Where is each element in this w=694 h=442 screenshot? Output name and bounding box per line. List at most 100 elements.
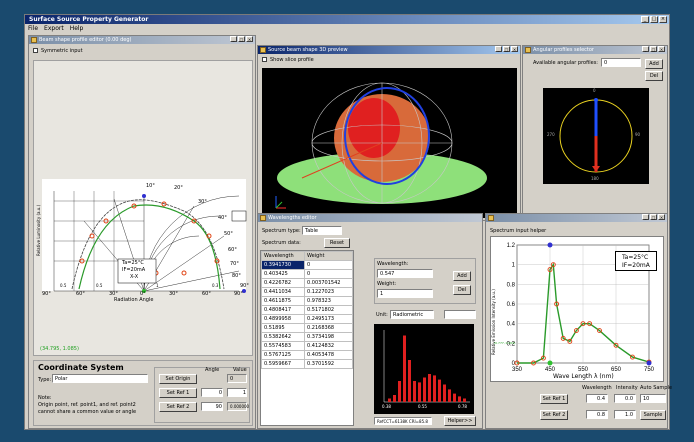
angular-dial[interactable]: 0 90 180 270 [543, 88, 649, 184]
ref2-angle[interactable]: 90 [201, 402, 223, 411]
minimize-button[interactable]: _ [642, 46, 649, 52]
set-origin-button[interactable]: Set Origin [159, 374, 197, 384]
unit-extra-field[interactable] [444, 310, 476, 319]
weight-input[interactable]: 1 [377, 289, 433, 298]
maximize-button[interactable]: □ [238, 36, 245, 42]
del-wavelength-button[interactable]: Del [453, 285, 471, 295]
table-row[interactable]: 0.4611875 0.978323 [261, 296, 353, 306]
close-button[interactable]: × [511, 46, 518, 52]
symmetric-checkbox[interactable] [33, 48, 38, 53]
minimize-button[interactable]: _ [642, 214, 649, 220]
ref2-int[interactable]: 1.0 [614, 410, 636, 419]
beam-editor-window: Beam shape profile editor (0.00 deg) _ □ ×… [28, 35, 256, 429]
close-button[interactable]: × [659, 16, 667, 23]
beam-canvas[interactable]: 90° 60° 30° 0° 30° 60° 90° 10° 20° 30° 4… [33, 60, 253, 356]
spectrum-histogram: 0.38 0.55 0.78 [374, 324, 474, 414]
histogram-bar [433, 375, 436, 402]
table-row[interactable]: 0.5767125 0.4053478 [261, 350, 353, 360]
polar-tick: 40° [218, 215, 227, 221]
table-row[interactable]: 0.5574583 0.4124832 [261, 341, 353, 351]
y-tick-label: 0 [512, 361, 516, 367]
histogram-graphic [383, 330, 470, 403]
data-point [580, 321, 586, 327]
close-button[interactable]: × [246, 36, 253, 42]
dial-label: 180 [591, 176, 599, 181]
maximize-button[interactable]: □ [650, 16, 658, 23]
spectrum-helper-window: _ □ × Spectrum input helper 350 450 550 650 75… [485, 213, 672, 429]
menu-bar: File Export Help [25, 24, 669, 33]
table-row[interactable]: 0.5959667 0.3701592 [261, 359, 353, 369]
refcct-readout: RefCCT=6138K CRI=85.8 [374, 417, 432, 425]
spectrum-chart[interactable]: 350 450 550 650 750 0 0.2 0.4 0.6 0.8 1 1.2 Relativ… [490, 236, 664, 382]
histogram-bar [388, 398, 391, 402]
wl-input[interactable]: 0.547 [377, 269, 433, 278]
reset-button[interactable]: Reset [324, 238, 350, 248]
beam-ylabel: Relative Luminosity (a.u.) [36, 204, 41, 256]
sample-button[interactable]: Sample [640, 410, 666, 420]
type-select[interactable]: Polar [52, 374, 148, 383]
menu-export[interactable]: Export [44, 25, 64, 32]
angular-dial-graphic [559, 98, 633, 173]
table-row[interactable]: 0.403425 0 [261, 269, 353, 279]
dial-label: 90 [635, 132, 641, 137]
ref1-int[interactable]: 0.0 [614, 394, 636, 403]
spectrum-type-select[interactable]: Table [302, 226, 342, 235]
ref1-angle[interactable]: 0 [201, 388, 223, 397]
set-ref2-button[interactable]: Set Ref 2 [159, 402, 197, 412]
y-tick-label: 0.4 [507, 322, 516, 328]
table-row[interactable]: 0.51895 0.2168368 [261, 323, 353, 333]
minimize-button[interactable]: _ [230, 36, 237, 42]
del-profile-button[interactable]: Del [645, 71, 663, 81]
3d-viewport[interactable] [262, 68, 517, 218]
available-select[interactable]: 0 [601, 58, 641, 67]
close-button[interactable]: × [658, 214, 665, 220]
menu-help[interactable]: Help [69, 25, 84, 32]
data-point [567, 338, 573, 344]
table-row[interactable]: 0.3941730 0 [261, 260, 353, 270]
table-row[interactable]: 0.4808417 0.5171802 [261, 305, 353, 315]
x-tick-label: 450 [545, 367, 556, 373]
table-row[interactable]: 0.5382642 0.3734198 [261, 332, 353, 342]
legend-xx: X-X [130, 274, 139, 280]
data-point [540, 355, 546, 361]
set-ref2-button[interactable]: Set Ref 2 [540, 410, 568, 420]
add-wavelength-button[interactable]: Add [453, 271, 471, 281]
ref2-wl[interactable]: 0.8 [586, 410, 608, 419]
wl-head: Wavelength [582, 385, 612, 391]
data-point [597, 328, 602, 334]
table-row[interactable]: 0.4411034 0.1227023 [261, 287, 353, 297]
set-ref1-button[interactable]: Set Ref 1 [540, 394, 568, 404]
maximize-button[interactable]: □ [650, 46, 657, 52]
minimize-button[interactable]: _ [495, 46, 502, 52]
auto-sample-input[interactable]: 10 [640, 394, 666, 403]
helper-button[interactable]: Helper>> [444, 416, 476, 426]
dial-label: 270 [547, 132, 555, 137]
histogram-bar [443, 384, 446, 402]
data-point [573, 328, 579, 334]
coord-system-panel: Coordinate System Type: Polar Note: Orig… [33, 360, 253, 426]
angular-window: Angular profiles selector _ □ × Available … [522, 45, 668, 221]
maximize-button[interactable]: □ [650, 214, 657, 220]
window-controls: _ □ × [641, 16, 667, 23]
minimize-button[interactable]: _ [641, 16, 649, 23]
spectrum-table[interactable]: Wavelength Weight 0.3941730 0 0.403425 0 0.… [260, 250, 354, 426]
ref1-wl[interactable]: 0.4 [586, 394, 608, 403]
beam-editor-title: Beam shape profile editor (0.00 deg) [39, 37, 132, 43]
data-point [630, 354, 635, 360]
table-row[interactable]: 0.4899958 0.2495173 [261, 314, 353, 324]
angle-tick: 60° [76, 291, 85, 297]
app-window: Surface Source Property Generator _ □ × Fi… [24, 14, 672, 430]
table-row[interactable]: 0.4226782 0.003701542 [261, 278, 353, 288]
maximize-button[interactable]: □ [503, 46, 510, 52]
window-title: Surface Source Property Generator [25, 15, 669, 24]
unit-select[interactable]: Radiometric [390, 310, 434, 319]
series-line [517, 262, 650, 364]
set-ref1-button[interactable]: Set Ref 1 [159, 388, 197, 398]
y-tick-label: 1.2 [507, 243, 516, 249]
close-button[interactable]: × [658, 46, 665, 52]
add-profile-button[interactable]: Add [645, 59, 663, 69]
menu-file[interactable]: File [28, 25, 39, 32]
ref1-value[interactable]: 1 [227, 388, 247, 397]
legend-ta: Ta=25°C [622, 254, 649, 261]
slice-checkbox[interactable] [262, 57, 267, 62]
